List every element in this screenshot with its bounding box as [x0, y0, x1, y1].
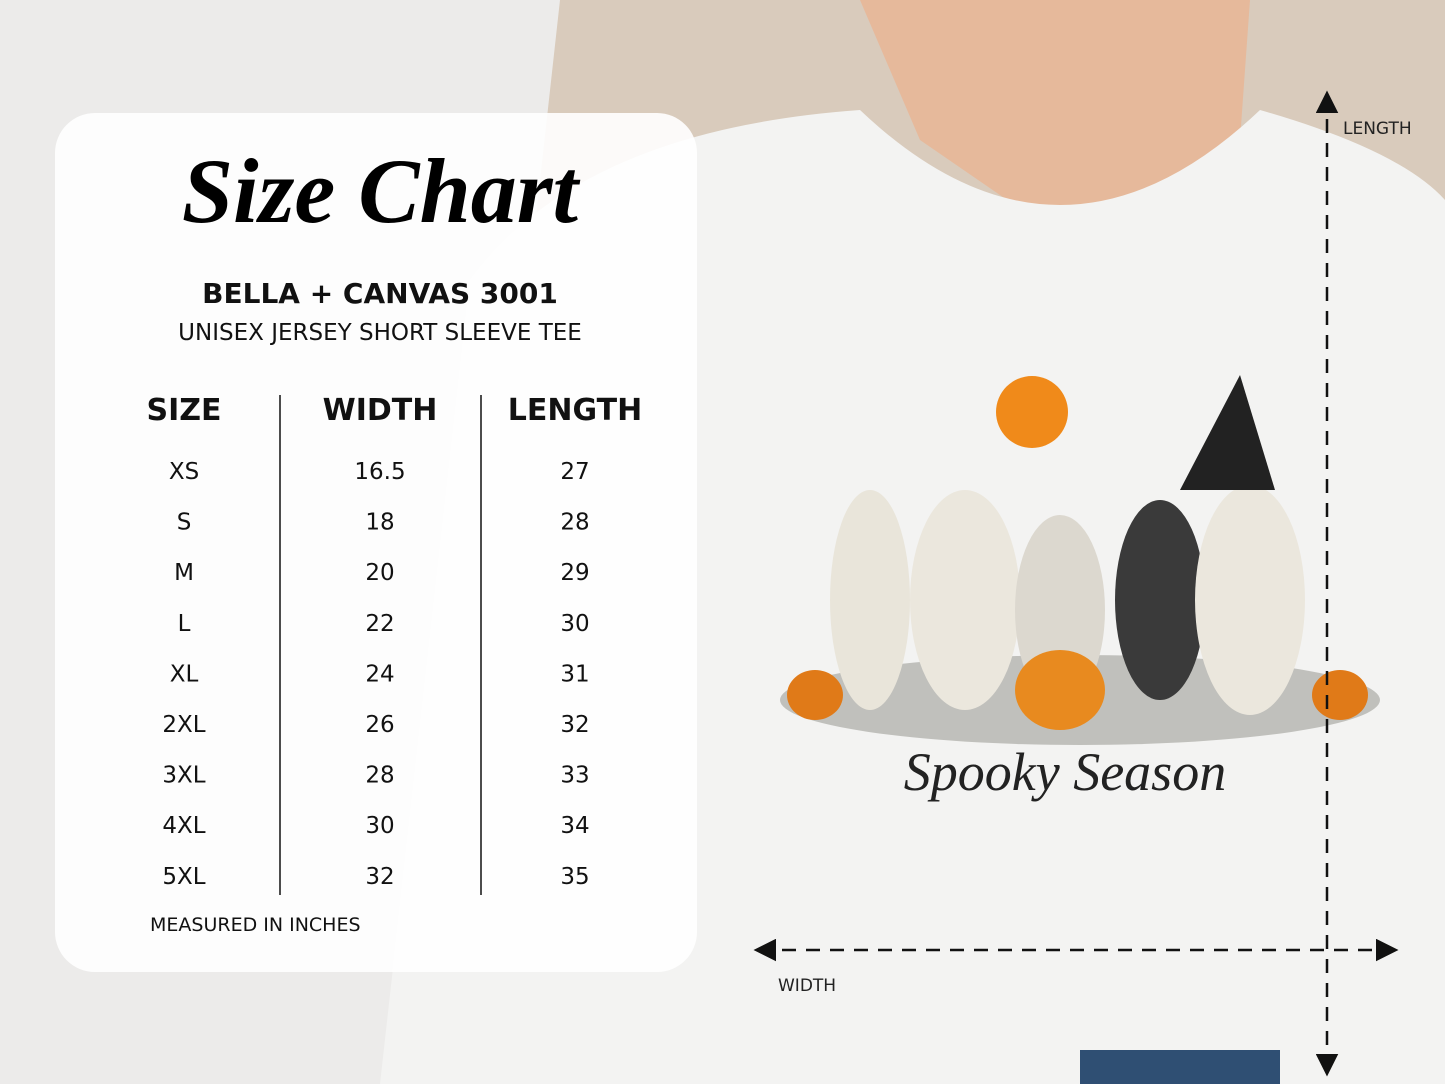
size-panel	[55, 113, 697, 972]
subtitle: UNISEX JERSEY SHORT SLEEVE TEE	[178, 320, 582, 346]
table-cell: S	[177, 510, 192, 536]
panel-title: Size Chart	[182, 140, 581, 242]
table-cell: 3XL	[162, 763, 205, 789]
table-cell: 31	[560, 661, 589, 687]
table-cell: 34	[560, 813, 589, 839]
table-cell: 4XL	[162, 813, 205, 839]
table-cell: XS	[169, 459, 199, 485]
table-cell: 28	[365, 763, 394, 789]
brand: BELLA + CANVAS 3001	[202, 277, 558, 310]
table-cell: 22	[365, 611, 394, 637]
table-cell: 20	[365, 560, 394, 586]
table-cell: 35	[560, 864, 589, 890]
table-cell: 26	[365, 712, 394, 738]
table-header: LENGTH	[508, 393, 642, 428]
size-table: SIZE WIDTH LENGTH XS 16.5 27 S 18 28 M 20 29 L 22 30 XL…	[146, 393, 642, 890]
print-art	[780, 375, 1380, 745]
table-header: WIDTH	[323, 393, 438, 428]
table-cell: 18	[365, 510, 394, 536]
print-text: Spooky Season	[904, 742, 1226, 802]
table-cell: 16.5	[354, 459, 405, 485]
width-label: WIDTH	[778, 976, 836, 996]
table-cell: 30	[365, 813, 394, 839]
table-cell: 30	[560, 611, 589, 637]
jeans	[1080, 1050, 1280, 1084]
table-cell: XL	[170, 661, 199, 687]
table-cell: 33	[560, 763, 589, 789]
table-cell: 5XL	[162, 864, 205, 890]
table-header: SIZE	[146, 393, 221, 428]
table-cell: 28	[560, 510, 589, 536]
table-cell: M	[174, 560, 194, 586]
table-cell: 24	[365, 661, 394, 687]
table-cell: L	[178, 611, 191, 637]
table-cell: 32	[560, 712, 589, 738]
table-cell: 2XL	[162, 712, 205, 738]
table-cell: 27	[560, 459, 589, 485]
table-cell: 29	[560, 560, 589, 586]
table-cell: 32	[365, 864, 394, 890]
length-label: LENGTH	[1343, 119, 1412, 139]
note: MEASURED IN INCHES	[150, 914, 361, 936]
